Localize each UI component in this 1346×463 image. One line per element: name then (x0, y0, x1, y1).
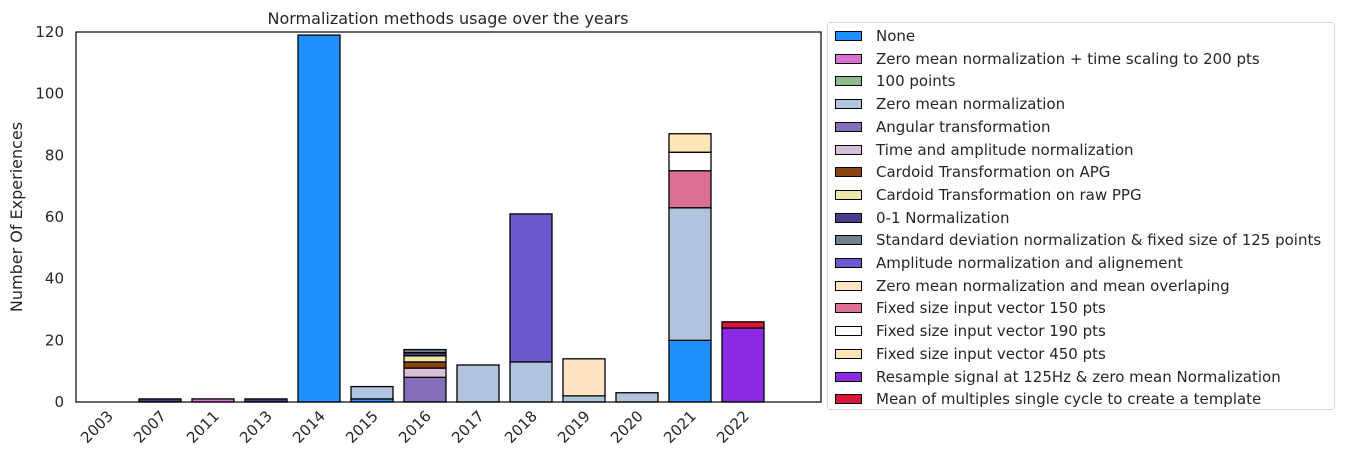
legend-item: Cardoid Transformation on raw PPG (835, 185, 1142, 205)
legend-item: Fixed size input vector 450 pts (835, 344, 1106, 364)
legend-item: Cardoid Transformation on APG (835, 162, 1110, 182)
legend-item: Resample signal at 125Hz & zero mean Nor… (835, 367, 1281, 387)
bar-segment-standard-deviation-normalization-fixed-size-of-125-points (403, 348, 447, 354)
legend-swatch (835, 189, 862, 200)
x-tick-label: 2011 (183, 407, 223, 447)
legend-label: Zero mean normalization and mean overlap… (876, 276, 1230, 295)
chart-title: Normalization methods usage over the yea… (268, 9, 629, 28)
legend-label: Zero mean normalization (876, 95, 1066, 114)
legend-label: Fixed size input vector 450 pts (876, 344, 1106, 363)
legend-item: Fixed size input vector 190 pts (835, 321, 1106, 341)
legend-swatch (835, 31, 862, 41)
legend-item: 100 points (835, 71, 955, 91)
legend-item: Standard deviation normalization & fixed… (835, 230, 1321, 250)
bar-segment-zero-mean-normalization (615, 392, 659, 403)
bar-segment-zero-mean-normalization (456, 364, 500, 403)
x-axis-ticks: 2003 2007 2011 2013 2014 2015 2016 2017 2018 2019… (77, 407, 753, 447)
y-tick-label: 100 (35, 85, 64, 103)
bar-segment-angular-transformation (403, 376, 447, 403)
legend-label: Resample signal at 125Hz & zero mean Nor… (876, 367, 1281, 386)
legend-swatch (835, 371, 862, 382)
x-tick-label: 2019 (554, 407, 594, 447)
legend-swatch (835, 258, 862, 268)
y-tick-label: 40 (45, 270, 64, 288)
chart-legend: None Zero mean normalization + time scali… (827, 22, 1335, 410)
legend-swatch (835, 144, 862, 155)
legend-label: Fixed size input vector 190 pts (876, 322, 1106, 341)
bar-segment-fixed-size-input-vector-450-pts (668, 133, 712, 153)
legend-item: Fixed size input vector 150 pts (835, 298, 1106, 318)
legend-label: Mean of multiples single cycle to create… (876, 390, 1262, 409)
legend-swatch (835, 121, 862, 132)
bar-segment-zero-mean-normalization (509, 361, 553, 403)
bar-segment-none (668, 339, 712, 403)
x-tick-label: 2021 (660, 407, 700, 447)
x-tick-label: 2017 (448, 407, 488, 447)
legend-label: Angular transformation (876, 117, 1051, 136)
legend-item: Angular transformation (835, 117, 1051, 137)
y-axis-ticks: 0 20 40 60 80 100 120 (35, 23, 64, 411)
legend-item: None (835, 26, 915, 46)
legend-item: 0-1 Normalization (835, 208, 1010, 228)
legend-item: Zero mean normalization and mean overlap… (835, 276, 1230, 296)
legend-swatch (835, 212, 862, 223)
legend-label: Cardoid Transformation on APG (876, 163, 1111, 182)
bar-segment-zero-mean-normalization (668, 207, 712, 341)
legend-label: 100 points (876, 72, 956, 91)
legend-swatch (835, 76, 862, 87)
bar-segment-amplitude-normalization-and-alignement (509, 213, 553, 363)
legend-label: Fixed size input vector 150 pts (876, 299, 1106, 318)
bar-segment-resample-signal-at-125hz-zero-mean-normalization (721, 327, 765, 403)
y-axis-label: Number Of Experiences (7, 122, 26, 312)
legend-swatch (835, 326, 862, 337)
bar-segment-cardoid-transformation-on-raw-ppg (403, 355, 447, 363)
plot-frame (75, 31, 822, 403)
y-tick-label: 80 (45, 146, 64, 164)
legend-label: Standard deviation normalization & fixed… (876, 231, 1322, 250)
bar-segment-zero-mean-normalization (562, 395, 606, 403)
y-tick-label: 60 (45, 208, 64, 226)
x-tick-label: 2014 (289, 407, 329, 447)
bar-segment-fixed-size-input-vector-150-pts (668, 170, 712, 209)
bar-segment-fixed-size-input-vector-190-pts (668, 151, 712, 172)
legend-swatch (835, 303, 862, 314)
legend-item: Mean of multiples single cycle to create… (835, 389, 1261, 409)
x-tick-label: 2018 (501, 407, 541, 447)
x-tick-label: 2015 (342, 407, 382, 447)
y-tick-label: 20 (45, 331, 64, 349)
legend-swatch (835, 280, 862, 291)
legend-label: Cardoid Transformation on raw PPG (876, 185, 1142, 204)
y-tick-label: 0 (54, 393, 64, 411)
x-tick-label: 2020 (607, 407, 647, 447)
legend-swatch (835, 53, 862, 64)
legend-swatch (835, 167, 862, 178)
bar-segment-zero-mean-normalization (350, 385, 394, 400)
legend-label: 0-1 Normalization (876, 208, 1010, 227)
y-tick-label: 120 (35, 23, 64, 41)
legend-swatch (835, 394, 862, 405)
legend-label: Time and amplitude normalization (876, 140, 1134, 159)
x-tick-label: 2022 (713, 407, 753, 447)
bar-segment-zero-mean-normalization-and-mean-overlaping (562, 358, 606, 397)
legend-label: Zero mean normalization + time scaling t… (876, 49, 1260, 68)
legend-swatch (835, 235, 862, 246)
x-tick-label: 2016 (395, 407, 435, 447)
legend-label: Amplitude normalization and alignement (876, 254, 1183, 272)
legend-swatch (835, 99, 862, 110)
legend-item: Time and amplitude normalization (835, 140, 1134, 160)
bar-segment-none (297, 34, 341, 403)
legend-item: Zero mean normalization + time scaling t… (835, 49, 1260, 69)
x-tick-label: 2007 (130, 407, 170, 447)
x-tick-label: 2013 (236, 407, 276, 447)
bars-layer (138, 34, 765, 403)
legend-label: None (876, 27, 916, 45)
legend-swatch (835, 348, 862, 359)
bar-segment-time-and-amplitude-normalization (403, 367, 447, 378)
legend-item: Zero mean normalization (835, 94, 1065, 114)
legend-item: Amplitude normalization and alignement (835, 253, 1183, 273)
x-tick-label: 2003 (77, 407, 117, 447)
bar-segment-cardoid-transformation-on-apg (403, 361, 447, 369)
bar-segment-mean-of-multiples-single-cycle-to-create-a-template (721, 321, 765, 329)
